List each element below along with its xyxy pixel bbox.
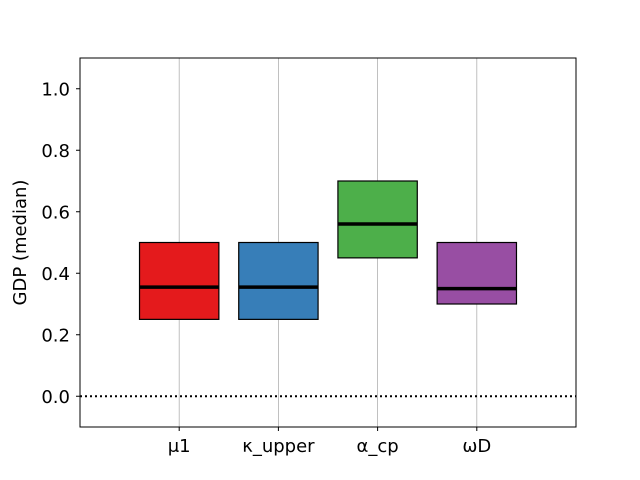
axis-ticks: 0.0 0.2 0.4 0.6 0.8 1.0 μ1 κ_upper α_cp ωD	[41, 79, 491, 457]
x-tick-label: ωD	[462, 436, 491, 457]
y-axis-label: GDP (median)	[10, 180, 31, 306]
y-tick-label: 0.2	[41, 325, 70, 346]
x-tick-label: κ_upper	[242, 436, 315, 457]
y-tick-label: 0.8	[41, 141, 70, 162]
boxes	[138, 180, 518, 320]
x-tick-label: α_cp	[357, 436, 399, 457]
box	[238, 241, 319, 320]
y-tick-label: 0.0	[41, 387, 70, 408]
box	[337, 180, 418, 259]
y-tick-label: 0.6	[41, 202, 70, 223]
grid-lines	[178, 58, 478, 427]
box	[436, 241, 518, 305]
x-tick-label: μ1	[168, 436, 191, 457]
plot-frame	[79, 57, 577, 428]
y-tick-label: 1.0	[41, 79, 70, 100]
y-tick-label: 0.4	[41, 264, 70, 285]
box	[138, 241, 220, 320]
